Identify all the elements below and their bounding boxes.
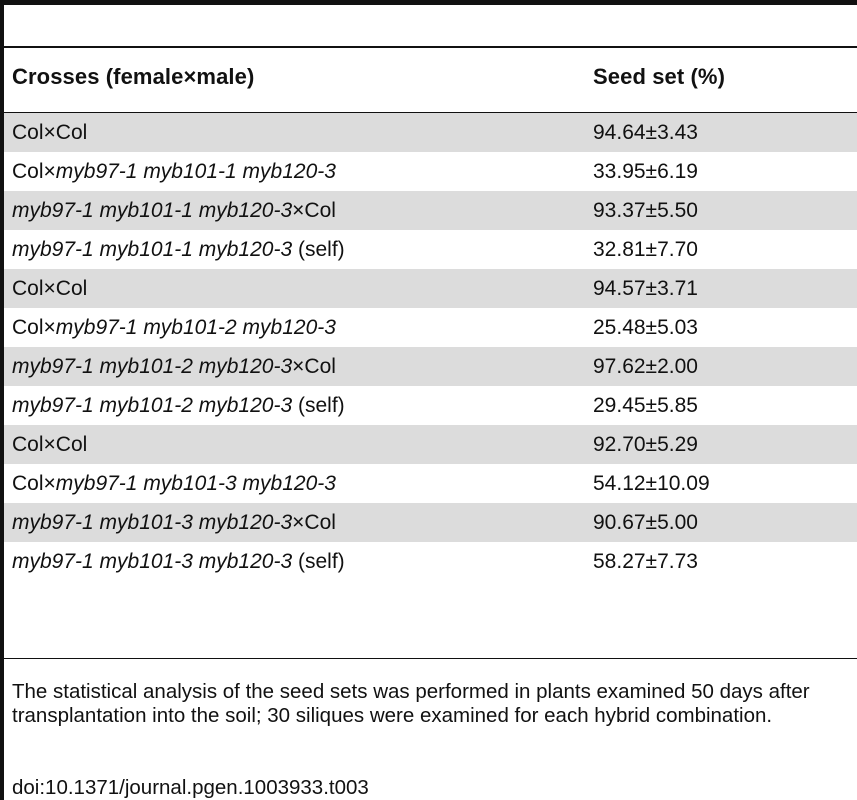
- cross-text: Col×Col: [12, 277, 88, 300]
- cross-text: Col×: [12, 316, 56, 339]
- genotype-text: myb97-1 myb101-3 myb120-3: [12, 511, 293, 534]
- table-row: myb97-1 myb101-1 myb120-3×Col 93.37±5.50: [4, 191, 857, 230]
- cross-cell: Col×Col: [12, 433, 87, 457]
- header-top-rule: [4, 46, 857, 48]
- cross-cell: Col×myb97-1 myb101-3 myb120-3: [12, 472, 336, 496]
- cross-text: ×Col: [292, 511, 336, 534]
- genotype-text: myb97-1 myb101-1 myb120-3: [12, 238, 293, 261]
- table-row: Col×myb97-1 myb101-3 myb120-3 54.12±10.09: [4, 464, 857, 503]
- table-footnote: The statistical analysis of the seed set…: [12, 680, 810, 727]
- table-row: Col×Col 92.70±5.29: [4, 425, 857, 464]
- genotype-text: myb97-1 myb101-1 myb120-3: [55, 160, 336, 183]
- cross-text: (self): [292, 238, 345, 261]
- seed-set-cell: 29.45±5.85: [593, 394, 698, 417]
- cross-cell: Col×myb97-1 myb101-1 myb120-3: [12, 160, 336, 184]
- table-row: myb97-1 myb101-3 myb120-3 (self) 58.27±7.…: [4, 542, 857, 581]
- table-row: myb97-1 myb101-2 myb120-3×Col 97.62±2.00: [4, 347, 857, 386]
- table-row: myb97-1 myb101-1 myb120-3 (self) 32.81±7.…: [4, 230, 857, 269]
- seed-set-cell: 93.37±5.50: [593, 199, 698, 222]
- seed-set-cell: 94.57±3.71: [593, 277, 698, 300]
- table-body: Col×Col 94.64±3.43 Col×myb97-1 myb101-1 my…: [4, 113, 857, 581]
- cross-text: Col×: [12, 472, 56, 495]
- cross-cell: Col×Col: [12, 277, 87, 301]
- table-row: Col×myb97-1 myb101-1 myb120-3 33.95±6.19: [4, 152, 857, 191]
- seed-set-cell: 97.62±2.00: [593, 355, 698, 378]
- genotype-text: myb97-1 myb101-2 myb120-3: [55, 316, 336, 339]
- cross-cell: myb97-1 myb101-2 myb120-3×Col: [12, 355, 336, 379]
- doi-text: doi:10.1371/journal.pgen.1003933.t003: [12, 776, 369, 799]
- header-bottom-rule: [4, 112, 857, 113]
- cross-cell: Col×myb97-1 myb101-2 myb120-3: [12, 316, 336, 340]
- genotype-text: myb97-1 myb101-3 myb120-3: [55, 472, 336, 495]
- cross-cell: myb97-1 myb101-3 myb120-3×Col: [12, 511, 336, 535]
- table-row: Col×myb97-1 myb101-2 myb120-3 25.48±5.03: [4, 308, 857, 347]
- cross-text: (self): [292, 550, 345, 573]
- table-top-rule: [0, 0, 857, 5]
- cross-text: Col×Col: [12, 121, 88, 144]
- table-left-rule: [0, 0, 4, 800]
- cross-cell: myb97-1 myb101-2 myb120-3 (self): [12, 394, 345, 418]
- cross-text: ×Col: [292, 199, 336, 222]
- table-row: myb97-1 myb101-2 myb120-3 (self) 29.45±5.…: [4, 386, 857, 425]
- seed-set-cell: 92.70±5.29: [593, 433, 698, 456]
- table-header-row: Crosses (female×male) Seed set (%): [4, 48, 857, 112]
- seed-set-cell: 32.81±7.70: [593, 238, 698, 261]
- seed-set-cell: 90.67±5.00: [593, 511, 698, 534]
- table-row: Col×Col 94.64±3.43: [4, 113, 857, 152]
- seed-set-cell: 33.95±6.19: [593, 160, 698, 183]
- header-seed-set: Seed set (%): [593, 64, 726, 89]
- cross-cell: myb97-1 myb101-1 myb120-3 (self): [12, 238, 345, 262]
- table-row: myb97-1 myb101-3 myb120-3×Col 90.67±5.00: [4, 503, 857, 542]
- seed-set-cell: 25.48±5.03: [593, 316, 698, 339]
- cross-text: ×Col: [292, 355, 336, 378]
- seed-set-cell: 94.64±3.43: [593, 121, 698, 144]
- genotype-text: myb97-1 myb101-2 myb120-3: [12, 394, 293, 417]
- genotype-text: myb97-1 myb101-1 myb120-3: [12, 199, 293, 222]
- cross-cell: Col×Col: [12, 121, 87, 145]
- genotype-text: myb97-1 myb101-3 myb120-3: [12, 550, 293, 573]
- seed-set-cell: 54.12±10.09: [593, 472, 710, 495]
- genotype-text: myb97-1 myb101-2 myb120-3: [12, 355, 293, 378]
- seed-set-cell: 58.27±7.73: [593, 550, 698, 573]
- header-crosses: Crosses (female×male): [12, 64, 255, 89]
- cross-text: (self): [292, 394, 345, 417]
- cross-cell: myb97-1 myb101-3 myb120-3 (self): [12, 550, 345, 574]
- table-bottom-rule: [4, 658, 857, 659]
- cross-text: Col×Col: [12, 433, 88, 456]
- cross-cell: myb97-1 myb101-1 myb120-3×Col: [12, 199, 336, 223]
- table-row: Col×Col 94.57±3.71: [4, 269, 857, 308]
- cross-text: Col×: [12, 160, 56, 183]
